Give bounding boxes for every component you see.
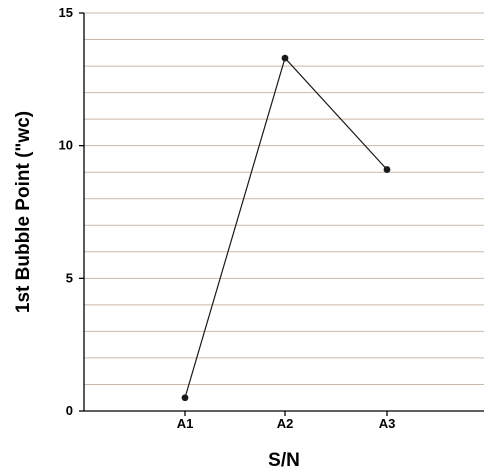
y-tick-label: 15 [59, 5, 73, 20]
gridlines [84, 12, 484, 385]
data-point [383, 166, 391, 173]
data-point [181, 394, 189, 402]
y-tick-label: 0 [66, 403, 73, 418]
y-tick-label: 5 [66, 270, 73, 285]
series-layer [181, 54, 391, 402]
axes [79, 12, 484, 416]
x-tick-label: A1 [177, 416, 194, 431]
tick-labels: 0 5 10 15 A1 A2 A3 [59, 5, 396, 431]
y-tick-label: 10 [59, 138, 73, 153]
x-tick-label: A3 [379, 416, 396, 431]
y-axis-title: 1st Bubble Point ("wc) [13, 111, 34, 313]
x-axis-title: S/N [268, 450, 300, 471]
data-point [281, 54, 289, 62]
series-line [184, 56, 388, 398]
x-tick-label: A2 [277, 416, 294, 431]
